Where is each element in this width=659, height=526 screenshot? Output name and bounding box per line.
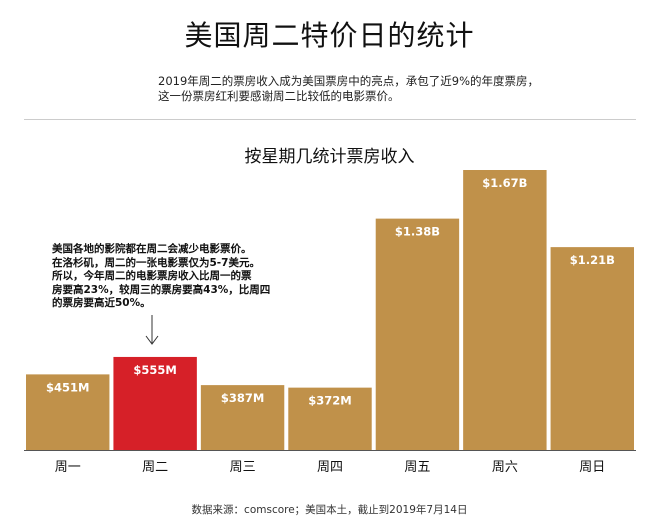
bar-2: [113, 356, 197, 450]
bar-6: [463, 170, 547, 450]
annotation-arrow-head: ↓: [145, 335, 159, 345]
subtitle-line: 2019年周二的票房收入成为美国票房中的亮点，承包了近9%的年度票房，: [158, 74, 540, 88]
subtitle-line: 这一份票房红利要感谢周二比较低的电影票价。: [158, 89, 400, 103]
x-tick-label: 周五: [404, 460, 430, 475]
bar-value-label: $1.21B: [570, 253, 615, 267]
x-tick-label: 周三: [230, 460, 256, 475]
bar-1: [26, 374, 110, 450]
bar-4: [288, 387, 372, 450]
bar-value-label: $451M: [46, 380, 89, 394]
bar-5: [375, 218, 460, 450]
bar-value-label: $1.38B: [395, 225, 440, 239]
x-tick-label: 周二: [142, 460, 168, 475]
bar-value-label: $1.67B: [482, 176, 527, 190]
chart-title: 按星期几统计票房收入: [244, 147, 415, 167]
annotation-line: 房要高23%，较周三的票房要高43%，比周四: [52, 283, 271, 296]
divider: [24, 119, 636, 120]
x-tick-label: 周四: [317, 460, 343, 475]
bar-value-label: $387M: [221, 391, 264, 405]
bar-value-label: $555M: [133, 363, 176, 377]
annotation-line: 所以，今年周二的电影票房收入比周一的票: [52, 270, 252, 283]
x-tick-label: 周一: [55, 460, 81, 475]
x-tick-label: 周日: [579, 460, 605, 475]
annotation-line: 在洛杉矶，周二的一张电影票仅为5-7美元。: [52, 256, 260, 269]
bar-3: [200, 385, 285, 450]
source-note: 数据来源：comscore；美国本土，截止到2019年7月14日: [191, 504, 468, 516]
subtitle: 2019年周二的票房收入成为美国票房中的亮点，承包了近9%的年度票房， 这一份票…: [158, 74, 638, 104]
bar-value-label: $372M: [308, 394, 351, 408]
annotation-line: 的票房要高近50%。: [52, 297, 151, 310]
x-tick-label: 周六: [492, 460, 518, 475]
annotation-line: 美国各地的影院都在周二会减少电影票价。: [52, 243, 252, 255]
page-title: 美国周二特价日的统计: [184, 19, 475, 52]
bar-7: [550, 247, 634, 450]
annotation: 美国各地的影院都在周二会减少电影票价。 在洛杉矶，周二的一张电影票仅为5-7美元…: [52, 243, 292, 311]
